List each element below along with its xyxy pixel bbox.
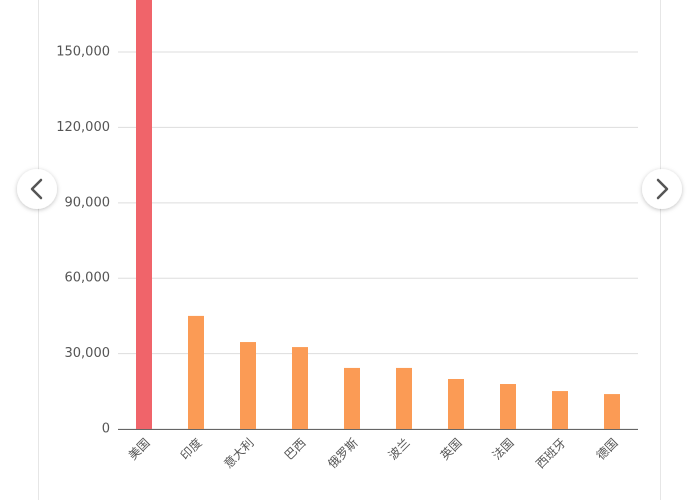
- bar: [604, 394, 620, 429]
- y-tick-label: 30,000: [65, 346, 111, 361]
- x-tick-label: 波兰: [386, 436, 413, 463]
- x-tick-label: 印度: [177, 435, 205, 463]
- bar: [500, 384, 516, 429]
- bar: [292, 347, 308, 429]
- prev-button[interactable]: [17, 169, 57, 209]
- bar: [240, 342, 256, 429]
- next-button[interactable]: [642, 169, 682, 209]
- x-tick-label: 英国: [438, 436, 465, 463]
- x-tick-label: 美国: [126, 436, 153, 463]
- y-tick-label: 90,000: [65, 195, 111, 210]
- x-tick-label: 意大利: [221, 435, 257, 471]
- bars: [136, 0, 620, 429]
- y-tick-label: 60,000: [65, 271, 111, 286]
- bar: [344, 367, 360, 429]
- bar: [136, 0, 152, 429]
- x-tick-label: 巴西: [282, 436, 309, 463]
- bar: [448, 378, 464, 429]
- x-tick-label: 俄罗斯: [325, 436, 360, 471]
- bar: [552, 391, 568, 429]
- x-tick-label: 西班牙: [533, 436, 568, 471]
- chart: 0 30,000 60,000 90,000 120,000 150,000 美国 印度 意大利…: [56, 0, 638, 471]
- bar: [188, 315, 204, 429]
- y-tick-label: 0: [102, 422, 110, 437]
- y-tick-label: 150,000: [56, 45, 110, 60]
- y-tick-label: 120,000: [56, 120, 110, 135]
- bar: [396, 367, 412, 429]
- x-tick-label: 德国: [593, 435, 621, 463]
- x-tick-label: 法国: [490, 436, 517, 463]
